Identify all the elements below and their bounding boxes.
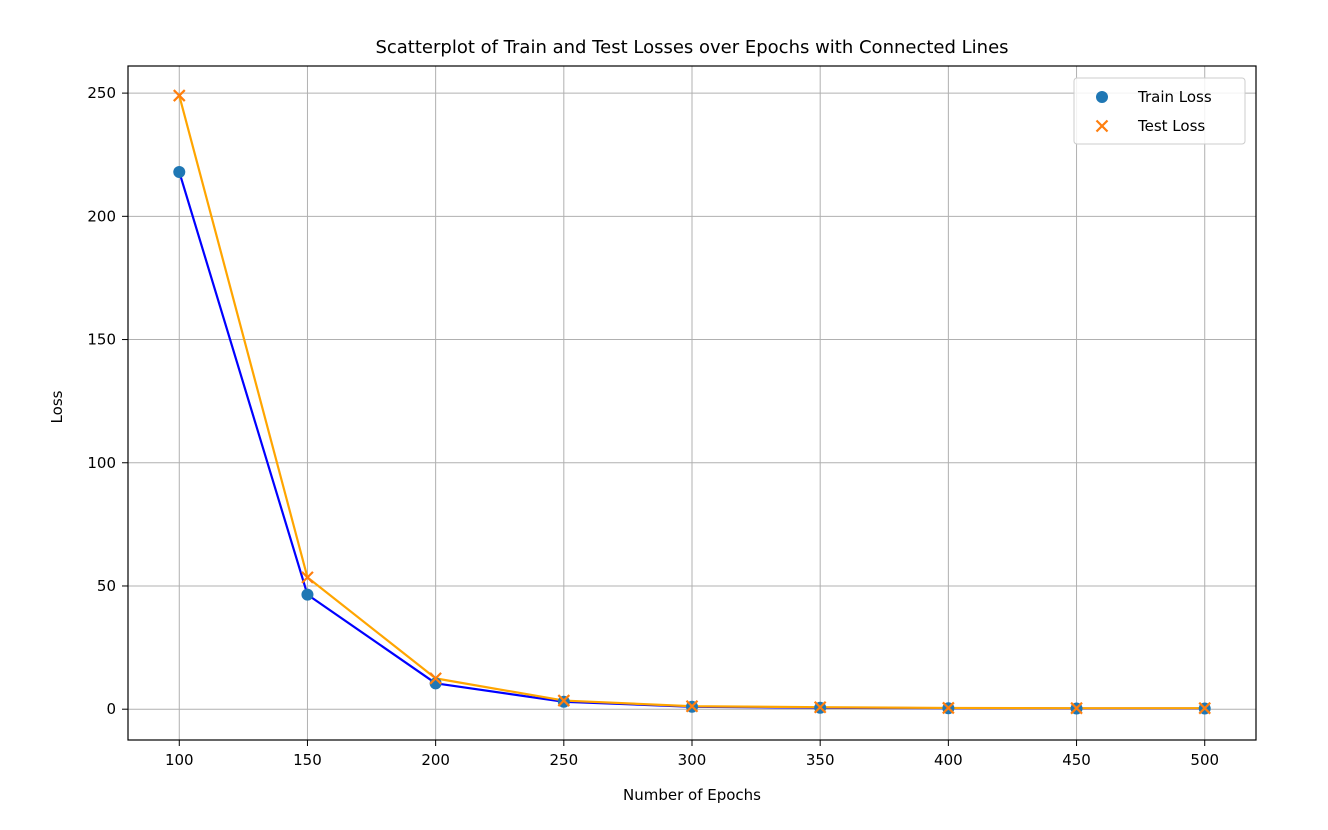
grid <box>128 66 1256 740</box>
x-tick-label: 250 <box>549 751 578 769</box>
data-point-series-1 <box>813 700 827 714</box>
chart-title: Scatterplot of Train and Test Losses ove… <box>375 37 1008 58</box>
x-tick-label: 350 <box>806 751 835 769</box>
data-point-series-1 <box>1070 701 1083 715</box>
data-point-series-1 <box>1198 701 1212 715</box>
x-tick-label: 400 <box>934 751 963 769</box>
series-layer <box>172 89 1212 715</box>
x-tick-label: 450 <box>1062 751 1091 769</box>
data-point-series-0 <box>301 588 314 601</box>
y-tick-label: 150 <box>87 331 116 349</box>
data-point-series-1 <box>557 694 571 707</box>
data-point-series-1 <box>301 571 314 584</box>
x-tick-label: 200 <box>421 751 450 769</box>
y-axis-label: Loss <box>48 390 66 423</box>
x-tick-label: 500 <box>1190 751 1219 769</box>
x-tick-label: 150 <box>293 751 322 769</box>
x-tick-label: 300 <box>678 751 707 769</box>
x-axis-label: Number of Epochs <box>623 786 761 804</box>
axis-ticks: 100 150 200 250 300 350 400 450 500 0 50 100 150 200 2… <box>87 84 1219 769</box>
y-tick-label: 0 <box>106 700 116 718</box>
y-tick-label: 100 <box>87 454 116 472</box>
y-tick-label: 50 <box>97 577 116 595</box>
legend-label-1: Test Loss <box>1137 117 1205 135</box>
y-tick-label: 200 <box>87 207 116 225</box>
data-point-series-1 <box>172 89 186 102</box>
legend-marker-0 <box>1096 91 1108 103</box>
x-tick-label: 100 <box>165 751 194 769</box>
legend-frame <box>1073 77 1246 145</box>
data-point-series-0 <box>173 165 186 178</box>
legend-label-0: Train Loss <box>1137 88 1212 106</box>
legend: Train Loss Test Loss <box>1073 77 1246 145</box>
legend-marker-1 <box>1095 119 1109 133</box>
data-point-series-1 <box>942 701 955 715</box>
data-point-series-1 <box>685 699 699 713</box>
y-tick-label: 250 <box>87 84 116 102</box>
data-point-series-1 <box>429 672 442 685</box>
